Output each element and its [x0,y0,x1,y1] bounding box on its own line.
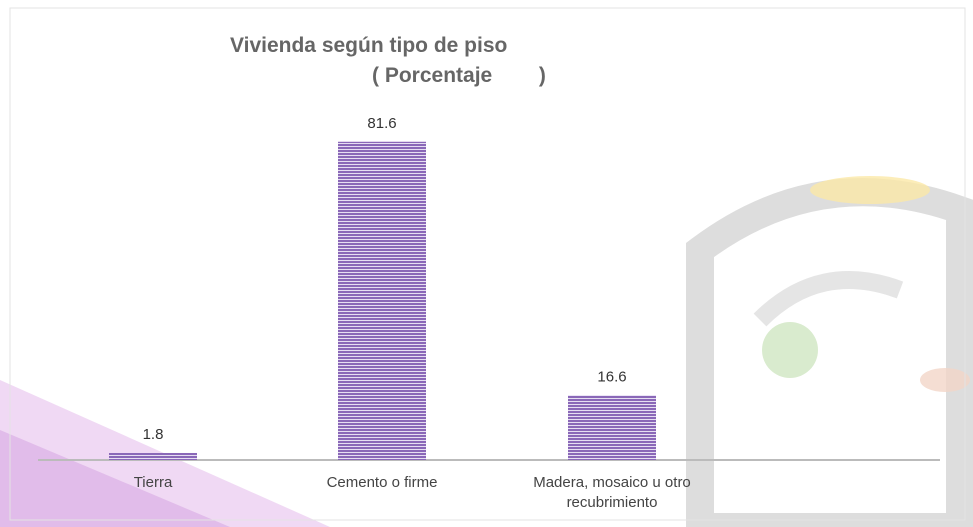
bar [338,141,426,460]
watermark [810,176,930,204]
value-label: 16.6 [597,368,626,385]
watermark-shield [686,178,973,527]
chart-subtitle: ( Porcentaje ) [372,64,546,87]
bar [568,395,656,460]
watermark [753,271,904,327]
bar [109,452,197,460]
x-tick-label: Tierra [133,474,173,491]
watermark [0,430,230,527]
value-label: 1.8 [143,426,164,443]
value-label: 81.6 [367,115,396,132]
x-tick-label: Madera, mosaico u otro recubrimiento [533,474,691,511]
chart-title: Vivienda según tipo de piso [230,34,507,57]
watermark [920,368,970,392]
x-tick-label: Cemento o firme [326,474,438,491]
chart-frame [9,7,966,521]
watermark [762,322,818,378]
